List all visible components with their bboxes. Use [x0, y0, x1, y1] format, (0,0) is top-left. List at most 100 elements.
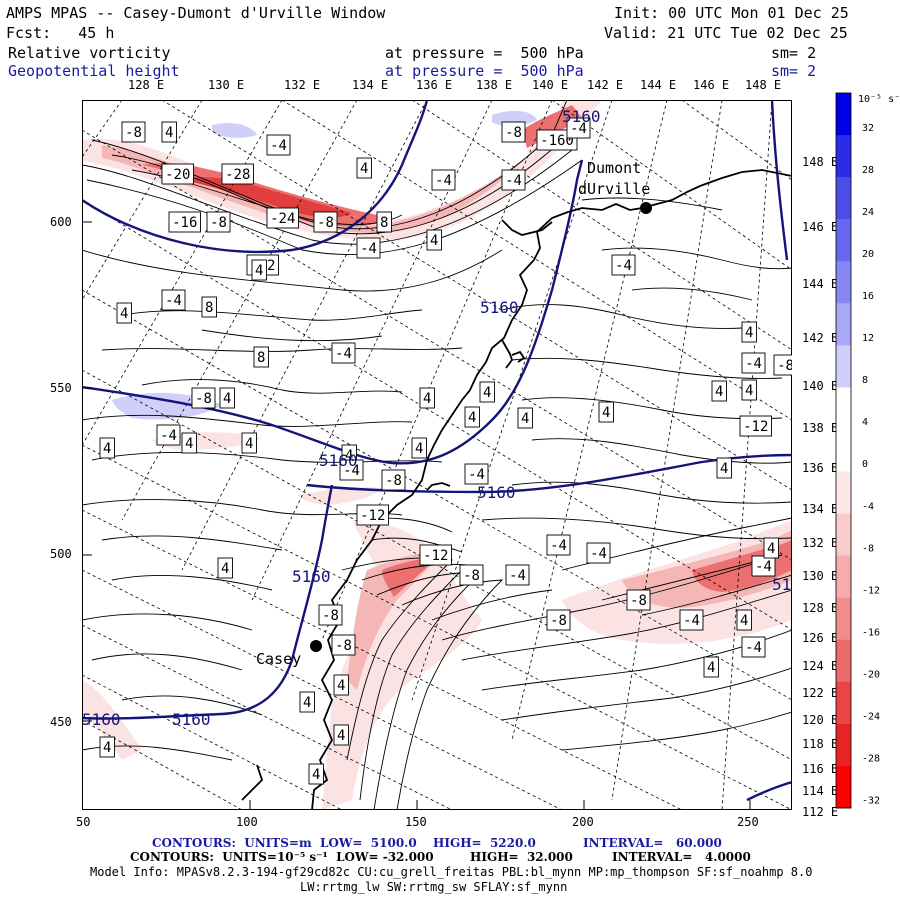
- vort-label-box: [251, 259, 267, 281]
- right-longitude-label: 148 E: [802, 155, 839, 169]
- vort-label-box: [711, 380, 727, 402]
- colorbar-level-label: 28: [862, 165, 874, 176]
- vort-label-box: [221, 163, 254, 185]
- colorbar-level-label: -4: [862, 501, 874, 512]
- vort-label-box: [626, 589, 651, 611]
- vort-label: 4: [468, 410, 476, 426]
- vort-label: 4: [745, 325, 753, 341]
- colorbar-swatch: [836, 597, 851, 641]
- colorbar-swatch: [836, 681, 851, 725]
- vort-label: -4: [335, 346, 352, 362]
- top-longitude-label: 128 E: [128, 78, 165, 92]
- x-tick-label: 100: [236, 815, 258, 829]
- field2-level: at pressure = 500 hPa: [385, 62, 584, 80]
- vort-label-box: [679, 609, 704, 631]
- casey-station-marker: [310, 640, 322, 652]
- vort-label: -4: [160, 428, 177, 444]
- vort-label-box: [773, 354, 792, 376]
- top-longitude-label: 142 E: [587, 78, 624, 92]
- map-panel: -84-4-20-28-24-8-16-4-12-848-8-160-44-4-…: [82, 100, 792, 810]
- right-longitude-label: 140 E: [802, 379, 839, 393]
- height-label: 5160: [477, 483, 516, 502]
- vort-label: 4: [360, 161, 368, 177]
- colorbar-swatch: [836, 639, 851, 683]
- vort-label: -28: [225, 167, 250, 183]
- footer-vort-contours: CONTOURS: UNITS=10⁻⁵ s⁻¹ LOW= -32.000: [130, 850, 434, 864]
- vort-label-box: [546, 609, 571, 631]
- vort-label: 4: [345, 448, 353, 464]
- vort-label-box: [331, 342, 356, 364]
- vort-label: 4: [337, 678, 345, 694]
- top-longitude-label: 130 E: [208, 78, 245, 92]
- vort-label: 4: [707, 660, 715, 676]
- top-longitude-label: 138 E: [476, 78, 513, 92]
- vort-label: 4: [312, 767, 320, 783]
- vort-label: -8: [550, 613, 567, 629]
- vort-label: -8: [322, 608, 339, 624]
- colorbar-level-label: -24: [862, 712, 880, 723]
- height-label: 5160: [562, 107, 601, 126]
- footer-model-info: Model Info: MPASv8.2.3-194-gf29cd82c CU:…: [90, 865, 813, 879]
- vort-label-box: [736, 609, 752, 631]
- vort-label: 4: [767, 541, 775, 557]
- colorbar-swatch: [836, 303, 851, 346]
- vort-label: -4: [468, 467, 485, 483]
- vort-label-box: [763, 537, 779, 559]
- vort-label: -12: [743, 419, 768, 435]
- vort-label-box: [419, 544, 452, 566]
- vort-label: -4: [590, 546, 607, 562]
- vort-label-box: [356, 157, 372, 179]
- footer-height-contours: CONTOURS: UNITS=m LOW= 5100.0: [152, 836, 417, 850]
- vort-label: -24: [270, 211, 295, 227]
- vort-label-box: [479, 381, 495, 403]
- dumont-label-line2: dUrville: [578, 180, 650, 198]
- colorbar-level-label: 20: [862, 249, 874, 260]
- vort-label: -8: [630, 593, 647, 609]
- dumont-label-line1: Dumont: [587, 159, 641, 177]
- colorbar-level-label: -16: [862, 627, 880, 638]
- graticule: [82, 100, 792, 810]
- vort-label-box: [376, 211, 392, 233]
- vort-label-box: [739, 415, 772, 437]
- vort-label-box: [313, 211, 338, 233]
- colorbar-swatch: [836, 387, 851, 430]
- right-longitude-label: 136 E: [802, 461, 839, 475]
- right-longitude-label: 116 E: [802, 762, 839, 776]
- height-label: 5160: [480, 298, 519, 317]
- top-longitude-label: 132 E: [284, 78, 321, 92]
- height-label: 5160: [772, 575, 792, 594]
- colorbar-level-label: -12: [862, 585, 880, 596]
- vort-label: 4: [715, 384, 723, 400]
- vort-label: 4: [720, 461, 728, 477]
- footer-vort-interval: INTERVAL= 4.0000: [612, 850, 751, 864]
- vort-label: -8: [385, 473, 402, 489]
- colorbar-swatch: [836, 765, 851, 809]
- vort-label: 4: [337, 728, 345, 744]
- colorbar-swatch: [836, 135, 851, 178]
- vort-label: 4: [303, 695, 311, 711]
- vort-label: -4: [615, 258, 632, 274]
- vort-label-box: [161, 121, 177, 143]
- vort-label: 4: [221, 561, 229, 577]
- vort-label: 4: [483, 385, 491, 401]
- vort-label-box: [741, 321, 757, 343]
- colorbar-level-label: -28: [862, 754, 880, 765]
- vort-label: 4: [740, 613, 748, 629]
- vort-label-box: [181, 432, 197, 454]
- vort-label: 4: [185, 436, 193, 452]
- vort-label-box: [99, 437, 115, 459]
- vort-label: 4: [103, 740, 111, 756]
- colorbar-level-label: 32: [862, 123, 874, 134]
- vort-label: 4: [103, 441, 111, 457]
- vort-label-box: [459, 564, 484, 586]
- vort-label: 4: [255, 263, 263, 279]
- x-tick-label: 50: [76, 815, 91, 829]
- right-longitude-label: 146 E: [802, 220, 839, 234]
- vort-label-box: [566, 117, 591, 139]
- colorbar-level-label: 12: [862, 333, 874, 344]
- right-longitude-label: 122 E: [802, 686, 839, 700]
- vort-label: -4: [570, 121, 587, 137]
- vort-label: -8: [777, 358, 792, 374]
- top-longitude-label: 140 E: [532, 78, 569, 92]
- vort-label: -4: [755, 559, 772, 575]
